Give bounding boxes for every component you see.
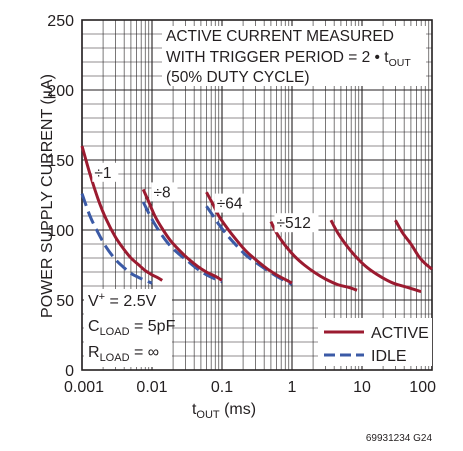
y-tick-label: 50 xyxy=(56,293,74,310)
note-line-2-sub: OUT xyxy=(389,57,412,69)
x-axis-title-sub: OUT xyxy=(196,409,220,421)
cload-sub: LOAD xyxy=(100,326,130,338)
chart-marks: ÷1 ÷8 ÷64 ÷512 xyxy=(82,146,432,292)
vplus-value: = 2.5V xyxy=(105,293,156,310)
divider-label: ÷1 xyxy=(94,165,111,182)
divider-label: ÷64 xyxy=(217,196,243,213)
divider-label: ÷512 xyxy=(276,215,310,232)
rload-sub: LOAD xyxy=(100,352,130,364)
x-tick-label: 100 xyxy=(409,379,436,396)
rload-value: = ∞ xyxy=(130,344,160,361)
vplus-v: V xyxy=(88,293,99,310)
cload-c: C xyxy=(88,318,100,335)
note-line-2-text: WITH TRIGGER PERIOD = 2 • t xyxy=(166,49,389,66)
active-curve-5 xyxy=(331,220,421,291)
y-axis-title: POWER SUPPLY CURRENT (µA) xyxy=(39,74,56,318)
note-line-1: ACTIVE CURRENT MEASURED xyxy=(166,28,394,45)
legend-active-label: ACTIVE xyxy=(371,325,429,342)
active-curve-6 xyxy=(395,220,432,269)
y-tick-label: 0 xyxy=(65,363,74,380)
x-axis-title: tOUT (ms) xyxy=(192,401,256,421)
note-line-3: (50% DUTY CYCLE) xyxy=(166,69,310,86)
rload-r: R xyxy=(88,344,100,361)
active-curve-2 xyxy=(143,189,222,280)
divider-label: ÷8 xyxy=(153,184,170,201)
x-axis-title-unit: (ms) xyxy=(220,401,256,418)
y-tick-label: 250 xyxy=(47,13,74,30)
x-tick-label: 0.1 xyxy=(211,379,233,396)
figure-code: 69931234 G24 xyxy=(366,433,433,444)
x-tick-label: 0.001 xyxy=(64,379,104,396)
cload-value: = 5pF xyxy=(130,318,176,335)
x-tick-label: 10 xyxy=(353,379,371,396)
x-tick-label: 0.01 xyxy=(136,379,167,396)
legend-idle-label: IDLE xyxy=(371,348,407,365)
x-tick-label: 1 xyxy=(288,379,297,396)
condition-vplus: V+ = 2.5V xyxy=(88,291,157,310)
